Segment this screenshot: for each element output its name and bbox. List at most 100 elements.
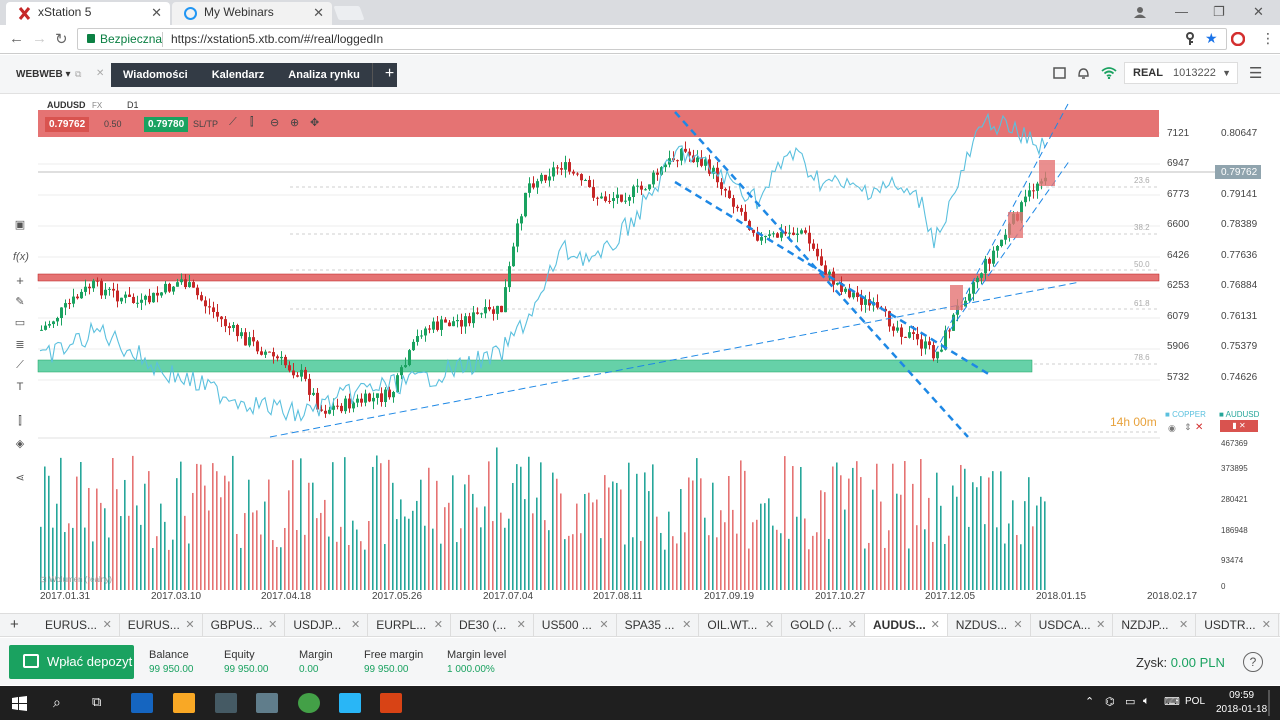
popout-icon[interactable]: ⧉ xyxy=(75,69,82,79)
crosshair-icon[interactable]: + xyxy=(16,273,24,288)
instrument-tab[interactable]: GOLD (... ✕ xyxy=(782,614,865,636)
zoom-in-icon[interactable]: ⊕ xyxy=(290,117,300,129)
task-view-icon[interactable]: ⧉ xyxy=(92,694,102,709)
windows-start-icon[interactable] xyxy=(12,696,27,711)
close-instrument-icon[interactable]: ✕ xyxy=(433,619,443,631)
move-icon[interactable]: ✥ xyxy=(310,117,320,129)
chrome-icon[interactable] xyxy=(298,693,320,713)
help-icon[interactable]: ? xyxy=(1243,652,1263,672)
close-instrument-icon[interactable]: ✕ xyxy=(764,619,775,631)
powerpoint-icon[interactable] xyxy=(380,693,402,713)
close-instrument-icon[interactable]: ✕ xyxy=(1261,619,1271,631)
key-icon[interactable] xyxy=(1185,32,1195,46)
nav-market-analysis[interactable]: Analiza rynku xyxy=(288,69,360,81)
window-icon[interactable]: ▣ xyxy=(14,219,26,231)
language-indicator[interactable]: POL xyxy=(1185,696,1206,707)
browser-tab-webinars[interactable]: My Webinars ✕ xyxy=(172,2,332,25)
show-desktop-button[interactable] xyxy=(1268,690,1270,716)
network-icon[interactable]: ⌬ xyxy=(1105,696,1115,708)
layout-icon[interactable] xyxy=(1053,67,1066,79)
line-chart-icon[interactable]: ⟋ xyxy=(229,116,237,128)
close-instrument-icon[interactable]: ✕ xyxy=(350,619,361,631)
instrument-tab[interactable]: USDTR... ✕ xyxy=(1196,614,1279,636)
close-instrument-icon[interactable]: ✕ xyxy=(682,619,692,631)
close-instrument-icon[interactable]: ✕ xyxy=(268,619,278,631)
keyboard-icon[interactable]: ⌨ xyxy=(1164,696,1180,708)
rectangle-icon[interactable]: ▭ xyxy=(14,317,26,329)
browser-tab-xstation[interactable]: xStation 5 ✕ xyxy=(6,2,170,25)
instrument-tab[interactable]: EURUS... ✕ xyxy=(120,614,203,636)
close-window-icon[interactable]: ✕ xyxy=(1253,4,1264,19)
timeframe-selector[interactable]: D1 xyxy=(127,100,139,110)
instrument-tab[interactable]: US500 ... ✕ xyxy=(534,614,617,636)
instrument-tab[interactable]: USDJP... ✕ xyxy=(285,614,369,636)
instrument-tab[interactable]: OIL.WT... ✕ xyxy=(699,614,783,636)
close-workspace-icon[interactable]: ✕ xyxy=(96,68,105,79)
zoom-out-icon[interactable]: ⊖ xyxy=(270,117,280,129)
close-instrument-icon[interactable]: ✕ xyxy=(1096,619,1106,631)
instrument-tab[interactable]: AUDUS... ✕ xyxy=(865,614,948,636)
store-icon[interactable] xyxy=(215,693,237,713)
webinar-app-icon[interactable] xyxy=(339,693,361,713)
hamburger-menu-icon[interactable]: ☰ xyxy=(1249,65,1263,82)
sell-price-button[interactable]: 0.79762 xyxy=(45,117,90,132)
close-instrument-icon[interactable]: ✕ xyxy=(847,619,857,631)
account-selector[interactable]: REAL 1013222 ▼ xyxy=(1124,62,1238,84)
visibility-eye-icon[interactable]: ◉ xyxy=(1168,423,1176,433)
instrument-tab[interactable]: EURPL... ✕ xyxy=(368,614,451,636)
volume-icon[interactable]: 🔈︎ xyxy=(1143,695,1150,707)
clock[interactable]: 09:59 2018-01-18 xyxy=(1216,689,1267,717)
instrument-tab[interactable]: NZDJP... ✕ xyxy=(1113,614,1197,636)
opera-icon[interactable] xyxy=(1231,32,1245,46)
trendline-icon[interactable]: ⟋ xyxy=(16,359,24,371)
url-field[interactable]: Bezpieczna https://xstation5.xtb.com/#/r… xyxy=(77,28,1227,50)
instrument-tab[interactable]: GBPUS... ✕ xyxy=(203,614,286,636)
menu-dots-icon[interactable]: ⋮ xyxy=(1261,30,1275,46)
instrument-tab[interactable]: SPA35 ... ✕ xyxy=(617,614,700,636)
text-icon[interactable]: T xyxy=(16,381,24,393)
edge-icon[interactable] xyxy=(131,693,153,713)
notification-bell-icon[interactable] xyxy=(1077,66,1090,80)
deposit-button[interactable]: Wpłać depozyt xyxy=(9,645,134,679)
close-instrument-icon[interactable]: ✕ xyxy=(185,619,195,631)
close-tab-icon[interactable]: ✕ xyxy=(151,5,162,20)
user-profile-icon[interactable] xyxy=(1133,5,1147,19)
workspace-selector[interactable]: WEBWEB ▾ xyxy=(16,69,71,80)
nav-news[interactable]: Wiadomości xyxy=(123,69,188,81)
candles-icon[interactable]: ⫿ xyxy=(18,415,22,427)
back-icon[interactable]: ← xyxy=(9,30,24,47)
series-settings-badge[interactable]: ▮ ✕ xyxy=(1220,420,1258,432)
maximize-icon[interactable]: ❐ xyxy=(1213,4,1225,19)
bookmark-star-icon[interactable]: ★ xyxy=(1205,30,1218,46)
battery-icon[interactable]: ▭ xyxy=(1125,696,1136,708)
close-instrument-icon[interactable]: ✕ xyxy=(1178,619,1189,631)
instrument-tab[interactable]: EURUS... ✕ xyxy=(37,614,120,636)
add-tab-button[interactable]: + xyxy=(371,63,397,87)
candle-type-icon[interactable]: ⫿ xyxy=(250,116,254,128)
sltp-button[interactable]: SL/TP xyxy=(193,119,219,129)
search-icon[interactable]: ⌕ xyxy=(53,694,61,710)
indicator-fx-icon[interactable]: f(x) xyxy=(13,251,29,263)
add-instrument-button[interactable]: + xyxy=(10,616,19,633)
app-icon[interactable] xyxy=(256,693,278,713)
minimize-icon[interactable]: — xyxy=(1175,4,1188,19)
close-instrument-icon[interactable]: ✕ xyxy=(930,619,940,631)
pen-icon[interactable]: ✎ xyxy=(15,296,25,308)
instrument-tab[interactable]: NZDUS... ✕ xyxy=(948,614,1031,636)
instrument-tab[interactable]: USDCA... ✕ xyxy=(1031,614,1114,636)
file-explorer-icon[interactable] xyxy=(173,693,195,713)
layers-icon[interactable]: ◈ xyxy=(15,438,25,450)
close-instrument-icon[interactable]: ✕ xyxy=(102,619,112,631)
sort-icon[interactable]: ⇕ xyxy=(1184,422,1192,432)
buy-price-button[interactable]: 0.79780 xyxy=(144,117,189,132)
close-instrument-icon[interactable]: ✕ xyxy=(599,619,609,631)
reload-icon[interactable]: ↻ xyxy=(55,31,68,48)
tray-chevron-icon[interactable]: ⌃ xyxy=(1085,696,1095,708)
close-tab-icon[interactable]: ✕ xyxy=(313,5,324,20)
remove-series-icon[interactable]: ✕ xyxy=(1195,422,1204,433)
close-instrument-icon[interactable]: ✕ xyxy=(516,619,526,631)
forward-icon[interactable]: → xyxy=(32,30,47,47)
instrument-tab[interactable]: DE30 (... ✕ xyxy=(451,614,534,636)
nav-calendar[interactable]: Kalendarz xyxy=(211,69,265,81)
